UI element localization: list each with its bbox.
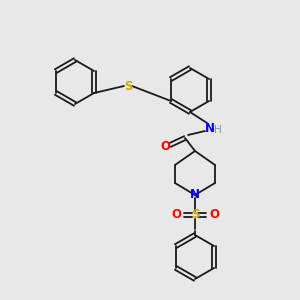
Text: O: O [209, 208, 219, 221]
Text: O: O [171, 208, 181, 221]
Text: S: S [124, 80, 132, 94]
Text: N: N [190, 188, 200, 202]
Text: O: O [160, 140, 170, 152]
Text: H: H [214, 125, 222, 135]
Text: N: N [205, 122, 215, 134]
Text: S: S [191, 208, 199, 221]
